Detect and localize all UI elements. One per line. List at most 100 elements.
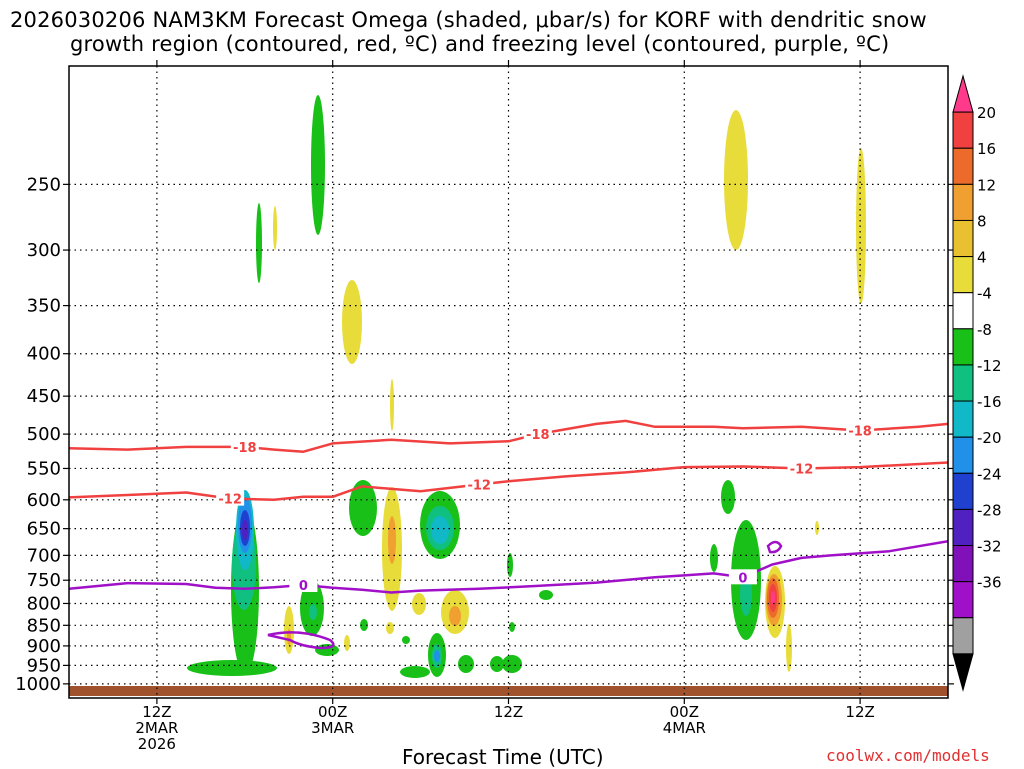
- colorbar-swatch: [952, 183, 974, 221]
- y-tick-label: 550: [27, 458, 61, 479]
- colorbar-label: -20: [977, 429, 1002, 447]
- chart-title-line-2: growth region (contoured, red, ºC) and f…: [70, 32, 890, 56]
- colorbar-label: 16: [977, 140, 996, 158]
- contour-label: -12: [467, 478, 491, 493]
- colorbar-label: -16: [977, 393, 1002, 411]
- credit-link[interactable]: coolwx.com/models: [826, 746, 990, 765]
- colorbar-label: -12: [977, 357, 1002, 375]
- omega-cell: [386, 622, 394, 634]
- omega-cell: [402, 636, 410, 644]
- colorbar-swatch: [952, 653, 974, 692]
- contour-label: -12: [218, 493, 242, 508]
- x-tick-label: 12Z: [494, 703, 523, 721]
- y-tick-label: 800: [27, 593, 61, 614]
- y-tick-label: 900: [27, 636, 61, 657]
- colorbar-label: 12: [977, 176, 996, 194]
- colorbar-swatch: [952, 147, 974, 185]
- colorbar-swatch: [952, 436, 974, 474]
- y-tick-label: 400: [27, 344, 61, 365]
- colorbar-label: 4: [977, 249, 987, 267]
- contour-label: -18: [233, 441, 257, 456]
- omega-cell: [273, 206, 277, 250]
- freezing-level-loop: [766, 540, 783, 554]
- omega-cell: [315, 644, 339, 656]
- colorbar-label: -28: [977, 501, 1002, 519]
- omega-cell: [509, 622, 515, 632]
- x-tick-label: 2MAR: [135, 719, 178, 737]
- omega-cell: [431, 516, 449, 544]
- temperature-contours: -18 -18 -18 -12 -12 -12 0 0: [69, 419, 948, 650]
- contour-0: [69, 539, 948, 594]
- colorbar-label: -24: [977, 465, 1002, 483]
- omega-cell: [434, 650, 440, 662]
- omega-cell: [311, 95, 325, 235]
- x-tick-label: 3MAR: [311, 719, 354, 737]
- omega-cell: [856, 148, 866, 304]
- omega-cell: [710, 544, 718, 572]
- omega-shading: [187, 95, 866, 678]
- colorbar-swatch: [952, 292, 974, 330]
- colorbar-swatch: [952, 328, 974, 366]
- y-tick-label: 500: [27, 424, 61, 445]
- omega-cell: [490, 656, 504, 672]
- y-tick-label: 850: [27, 615, 61, 636]
- contour-label: 0: [738, 571, 747, 586]
- contour-label-bg: [465, 476, 494, 492]
- colorbar-label: -36: [977, 574, 1002, 592]
- omega-cell: [539, 590, 553, 600]
- colorbar-swatch: [952, 545, 974, 583]
- y-tick-label: 1000: [15, 674, 61, 695]
- grid: [69, 66, 948, 698]
- colorbar-swatch: [952, 111, 974, 149]
- x-tick-label: 00Z: [318, 703, 347, 721]
- colorbar-swatch: [952, 219, 974, 258]
- omega-cell: [342, 280, 362, 364]
- x-tick-label: 4MAR: [663, 719, 706, 737]
- omega-cell: [771, 591, 775, 605]
- contour-label-bg: [216, 490, 245, 506]
- colorbar-label: -4: [977, 285, 992, 303]
- x-tick-label: 2026: [138, 735, 176, 753]
- freezing-level-loop: [267, 631, 335, 650]
- omega-cell: [449, 606, 461, 626]
- y-tick-label: 300: [27, 240, 61, 261]
- omega-cell: [242, 520, 248, 540]
- y-tick-label: 750: [27, 570, 61, 591]
- omega-cell: [458, 655, 474, 673]
- contour-label-bg: [728, 569, 757, 585]
- x-axis-title: Forecast Time (UTC): [402, 745, 604, 769]
- omega-cell: [349, 480, 377, 536]
- omega-cell: [502, 655, 522, 673]
- colorbar-swatch: [952, 400, 974, 438]
- omega-cell: [507, 553, 513, 577]
- x-tick-label: 00Z: [670, 703, 699, 721]
- omega-cell: [721, 480, 735, 514]
- colorbar-swatch: [952, 364, 974, 402]
- omega-cell: [400, 666, 430, 678]
- contour-label: -18: [848, 424, 872, 439]
- omega-cell: [309, 604, 317, 620]
- omega-cell: [390, 379, 394, 431]
- contour-label: -18: [526, 428, 550, 443]
- colorbar-swatch: [952, 256, 974, 294]
- y-tick-label: 600: [27, 490, 61, 511]
- axes: 2503003504004505005506006507007508008509…: [15, 60, 954, 753]
- y-tick-label: 700: [27, 545, 61, 566]
- omega-cell: [412, 593, 426, 615]
- colorbar-label: -32: [977, 538, 1002, 556]
- contour-label-bg: [289, 576, 318, 592]
- contour-label-bg: [787, 460, 816, 476]
- colorbar-label: 8: [977, 212, 987, 230]
- contour-label: -12: [790, 462, 814, 477]
- colorbar-label: -8: [977, 321, 992, 339]
- omega-cell: [786, 624, 792, 672]
- omega-cell: [344, 635, 350, 651]
- colorbar-label: 20: [977, 104, 996, 122]
- contour-label-bg: [846, 422, 875, 438]
- ground-band: [69, 686, 948, 696]
- y-tick-label: 950: [27, 655, 61, 676]
- contour-label-bg: [230, 438, 259, 454]
- colorbar-swatch: [952, 617, 974, 655]
- contour-label: 0: [299, 579, 308, 594]
